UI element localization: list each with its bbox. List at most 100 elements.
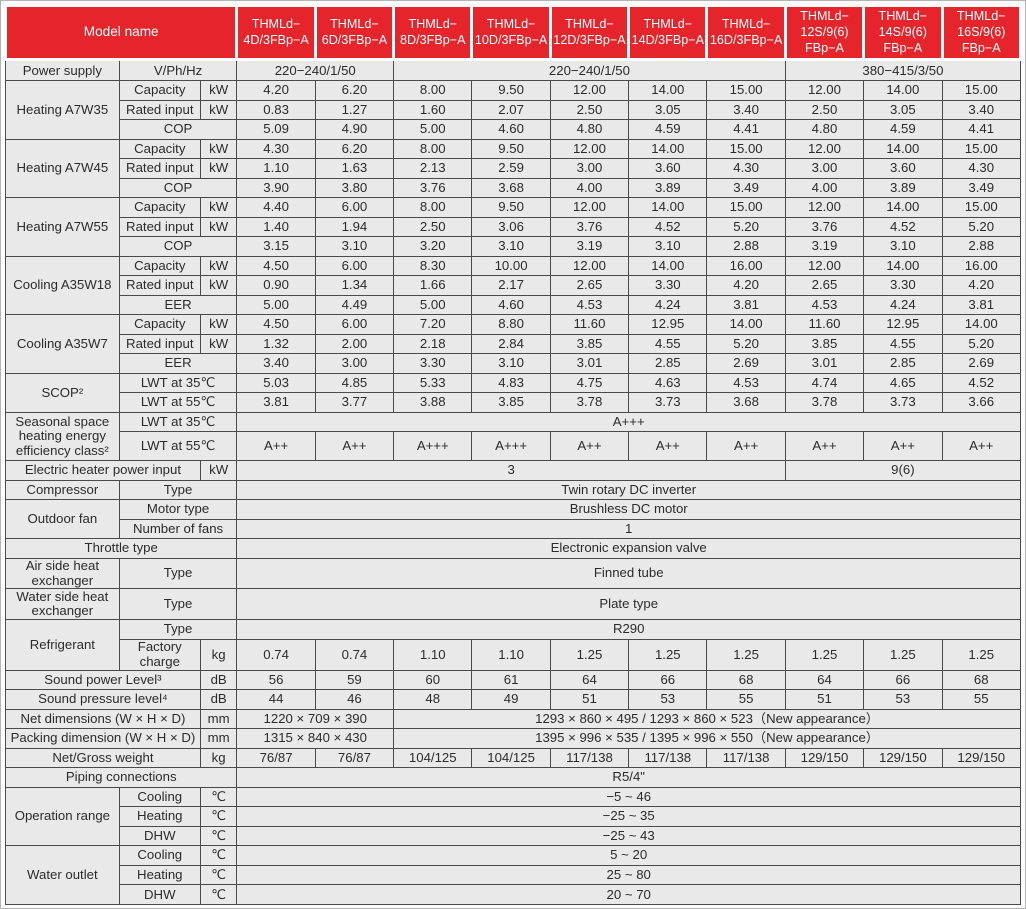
table-cell: LWT at 55℃ — [118, 392, 238, 413]
table-cell: kW — [199, 197, 238, 218]
table-cell: 53 — [628, 689, 708, 710]
table-cell: ℃ — [199, 845, 238, 866]
table-cell: 4.30 — [706, 158, 786, 179]
table-cell: 3.60 — [863, 158, 943, 179]
table-cell: kW — [199, 255, 238, 277]
table-cell: 0.74 — [314, 638, 395, 671]
model-header: THMLd− 14D/3FBp−A — [627, 3, 709, 62]
table-cell: Number of fans — [118, 518, 238, 540]
table-cell: 220−240/1/50 — [236, 59, 395, 81]
table-cell: 117/138 — [706, 747, 786, 769]
table-cell: 9.50 — [471, 80, 551, 101]
table-cell: 14.00 — [941, 314, 1021, 335]
table-cell: LWT at 35℃ — [118, 411, 238, 433]
table-cell: 4.20 — [236, 80, 316, 101]
table-cell: Type — [118, 588, 238, 621]
table-cell: 66 — [863, 669, 943, 691]
table-row: Electric heater power input kW 3 9(6) — [5, 460, 1022, 481]
table-row: Power supply V/Ph/Hz 220−240/1/50 220−240/1… — [5, 59, 1022, 81]
table-cell: Refrigerant — [5, 619, 120, 671]
table-row: Air side heat exchanger Type Finned tube — [5, 557, 1021, 590]
table-cell: Piping connections — [4, 767, 238, 788]
table-cell: 66 — [628, 669, 708, 691]
table-cell: 12.00 — [549, 255, 630, 277]
table-cell: kW — [199, 275, 238, 296]
table-cell: Capacity — [118, 197, 201, 218]
table-cell: 1.10 — [471, 638, 551, 671]
table-cell: 76/87 — [314, 747, 395, 769]
table-cell: 8.00 — [393, 197, 473, 218]
table-cell: 44 — [236, 689, 316, 710]
table-cell: 117/138 — [549, 747, 630, 769]
table-cell: EER — [118, 353, 238, 374]
table-cell: Seasonal space heating energy efficiency… — [5, 411, 120, 462]
table-cell: 4.80 — [784, 119, 865, 140]
table-cell: 2.07 — [471, 99, 551, 121]
table-cell: kW — [199, 216, 238, 238]
table-cell: 11.60 — [549, 314, 630, 335]
table-cell: 8.00 — [393, 80, 473, 101]
table-cell: 1.32 — [236, 333, 316, 355]
table-cell: 9.50 — [471, 197, 551, 218]
table-cell: 2.50 — [784, 99, 865, 121]
table-cell: 5.20 — [706, 333, 786, 355]
table-cell: 1220 × 709 × 390 — [236, 708, 395, 730]
table-row: Operation range Cooling ℃ −5 ~ 46 — [5, 786, 1021, 847]
table-cell: 3.40 — [236, 353, 316, 374]
table-cell: 8.00 — [393, 138, 473, 160]
table-cell: 12.95 — [863, 314, 943, 335]
table-cell: 3 — [236, 460, 786, 481]
table-cell: 3.05 — [628, 99, 708, 121]
table-cell: 3.68 — [471, 177, 551, 199]
table-cell: 7.20 — [393, 314, 473, 335]
table-cell: 3.68 — [706, 392, 786, 413]
table-cell: 1.25 — [941, 638, 1021, 671]
table-cell: 3.90 — [236, 177, 316, 199]
table-cell: 4.50 — [236, 255, 316, 277]
table-row: DHW ℃ −25 ~ 43 — [6, 825, 1021, 847]
table-row: Piping connections R5/4" — [4, 767, 1021, 788]
table-cell: 53 — [863, 689, 943, 710]
table-cell: 14.00 — [628, 255, 708, 277]
table-cell: 4.59 — [628, 119, 708, 140]
table-cell: 4.75 — [549, 372, 630, 394]
table-cell: 48 — [393, 689, 473, 710]
table-cell: Capacity — [118, 80, 201, 101]
table-cell: mm — [199, 708, 238, 730]
table-cell: 3.19 — [549, 236, 630, 257]
table-cell: 3.81 — [236, 392, 316, 413]
table-cell: 3.85 — [549, 333, 630, 355]
model-header: THMLd− 12D/3FBp−A — [548, 3, 631, 62]
table-cell: mm — [199, 728, 238, 749]
table-cell: 6.00 — [314, 197, 395, 218]
table-cell: Rated input — [118, 275, 201, 296]
table-cell: Cooling — [118, 845, 201, 866]
table-cell: 3.78 — [549, 392, 630, 413]
table-cell: 14.00 — [863, 138, 943, 160]
table-cell: A++ — [784, 431, 865, 462]
table-cell: 4.52 — [863, 216, 943, 238]
table-cell: R290 — [236, 619, 1021, 640]
table-cell: 4.00 — [784, 177, 865, 199]
table-cell: 4.90 — [314, 119, 395, 140]
model-header: THMLd− 14S/9(6) FBp−A — [862, 3, 944, 62]
table-cell: 4.60 — [471, 294, 551, 316]
table-cell: 2.00 — [314, 333, 395, 355]
table-cell: 3.30 — [393, 353, 473, 374]
table-cell: −5 ~ 46 — [236, 786, 1021, 808]
table-row: Rated input kW 1.40 1.94 2.50 3.06 3.76 4.52 5.2… — [6, 216, 1021, 238]
table-cell: 3.85 — [784, 333, 865, 355]
table-cell: ℃ — [199, 864, 238, 886]
table-cell: 68 — [941, 669, 1021, 691]
table-cell: 4.41 — [706, 119, 786, 140]
table-cell: SCOP² — [5, 372, 120, 413]
table-cell: 1.25 — [784, 638, 865, 671]
table-cell: 15.00 — [706, 138, 786, 160]
table-cell: Rated input — [118, 158, 201, 179]
table-cell: 12.00 — [784, 138, 865, 160]
table-cell: 1.40 — [236, 216, 316, 238]
table-cell: 2.85 — [863, 353, 943, 374]
table-cell: 2.65 — [549, 275, 630, 296]
table-cell: 16.00 — [941, 255, 1021, 277]
table-cell: 59 — [314, 669, 395, 691]
